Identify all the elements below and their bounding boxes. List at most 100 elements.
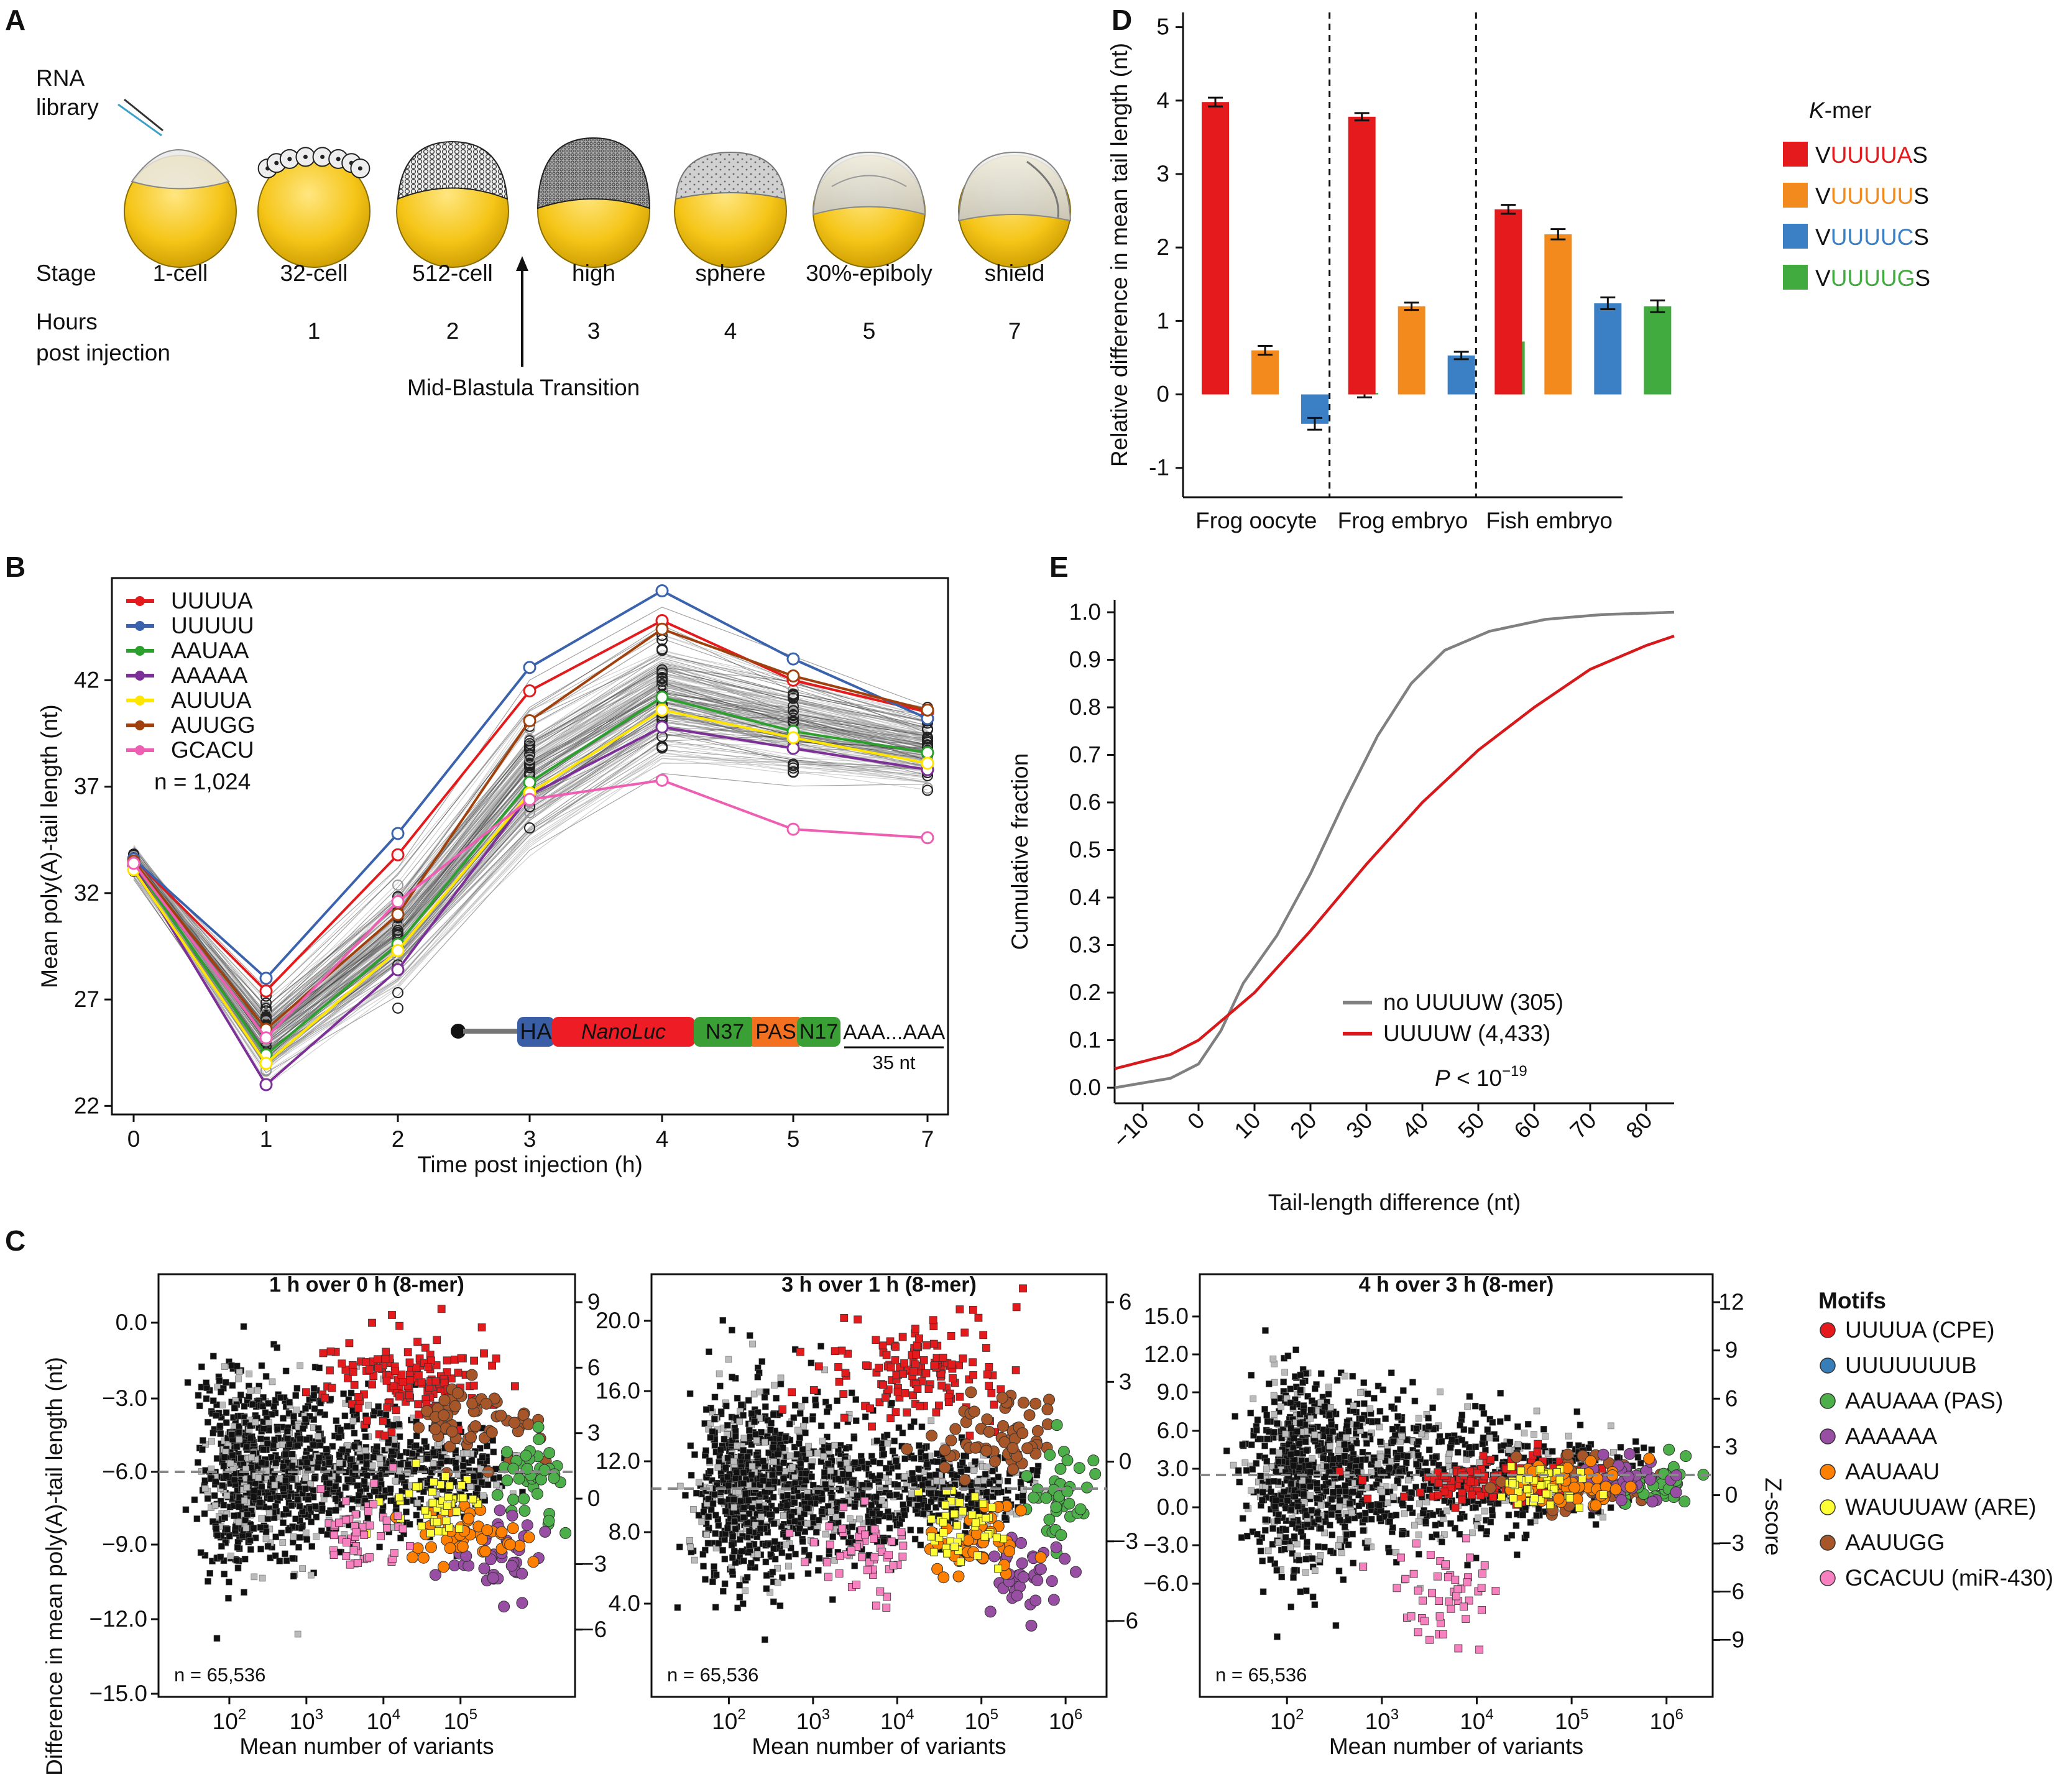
c-motif-point — [389, 1463, 397, 1472]
c-background-point — [817, 1422, 825, 1430]
c-background-point — [1565, 1432, 1572, 1440]
c-z-tick-label: −3 — [1112, 1528, 1138, 1554]
b-series-point — [523, 714, 536, 727]
c-motif-point — [868, 1422, 876, 1431]
c-background-point — [243, 1484, 251, 1491]
c-y-tick-label: 3.0 — [1157, 1456, 1189, 1481]
c-plot-title: 3 h over 1 h (8-mer) — [781, 1273, 977, 1297]
c-background-point — [748, 1471, 755, 1479]
c-background-point — [294, 1496, 302, 1503]
c-motif-point — [413, 1338, 422, 1346]
c-background-point — [284, 1435, 292, 1442]
c-motif-point — [866, 1404, 875, 1413]
c-background-point — [204, 1495, 211, 1502]
c-background-point — [1034, 1467, 1041, 1474]
c-motif-point — [1006, 1442, 1019, 1454]
c-background-point — [744, 1519, 751, 1526]
c-x-tick-label: 102 — [1270, 1706, 1304, 1734]
c-background-point — [717, 1446, 724, 1454]
c-motif-point — [778, 1405, 787, 1413]
c-background-point — [240, 1323, 247, 1330]
c-background-point — [801, 1510, 808, 1517]
c-motif-point — [457, 1481, 466, 1489]
c-background-point — [349, 1495, 356, 1503]
d-bar — [1447, 355, 1475, 395]
c-motif-point — [1048, 1594, 1060, 1606]
c-background-point — [288, 1502, 295, 1509]
e-y-tick-label: 0.4 — [1069, 884, 1101, 910]
b-legend-point — [135, 745, 145, 755]
c-background-point — [1360, 1379, 1368, 1386]
c-motif-point — [538, 1464, 551, 1476]
c-motif-point — [1011, 1366, 1020, 1374]
c-motif-point — [1021, 1442, 1034, 1454]
c-background-point — [724, 1525, 731, 1532]
c-background-point — [348, 1389, 355, 1397]
c-background-point — [835, 1446, 842, 1453]
c-motif-point — [417, 1551, 430, 1564]
b-series-point — [655, 584, 669, 598]
d-legend-label: VUUUUUS — [1815, 183, 1929, 209]
c-motif-point — [897, 1528, 906, 1537]
c-background-point — [785, 1563, 792, 1570]
c-motif-point — [937, 1381, 946, 1390]
c-background-point — [820, 1453, 827, 1460]
c-background-point — [293, 1407, 300, 1413]
c-motif-point — [406, 1376, 414, 1384]
panel-d-label: D — [1112, 4, 1132, 36]
c-background-point — [295, 1543, 302, 1551]
c-background-point — [326, 1459, 333, 1466]
c-background-point — [730, 1496, 738, 1503]
e-x-tick-label: 10 — [1230, 1108, 1266, 1144]
c-motif-point — [950, 1510, 959, 1518]
c-background-point — [234, 1544, 241, 1551]
c-motif-point — [900, 1359, 909, 1367]
c-plot-frame — [650, 1273, 1108, 1698]
c-y-tick-label: 4.0 — [609, 1591, 640, 1616]
c-motif-point — [837, 1346, 846, 1355]
c-motif-point — [373, 1355, 382, 1364]
c-y-tick-label: −6.0 — [102, 1459, 147, 1484]
c-background-point — [709, 1578, 716, 1586]
c-motif-point — [1034, 1551, 1047, 1564]
c-motif-point — [887, 1537, 896, 1546]
b-x-tick-label: 4 — [656, 1126, 669, 1152]
c-background-point — [219, 1482, 226, 1489]
c-background-point — [251, 1573, 258, 1581]
c-motif-point — [1016, 1427, 1029, 1440]
c-background-point — [282, 1506, 290, 1513]
c-background-point — [365, 1402, 372, 1409]
c-background-point — [752, 1564, 758, 1571]
c-motif-point — [329, 1551, 338, 1560]
c-motif-point — [852, 1581, 860, 1589]
c-motif-point — [352, 1528, 361, 1537]
c-background-point — [803, 1470, 810, 1477]
c-background-point — [235, 1428, 242, 1436]
c-background-point — [1325, 1384, 1332, 1390]
c-background-point — [769, 1568, 776, 1576]
panel-c-label: C — [5, 1224, 25, 1257]
c-background-point — [882, 1464, 890, 1472]
b-series-point — [655, 773, 669, 787]
c-background-point — [818, 1508, 826, 1515]
c-motif-point — [901, 1443, 913, 1455]
c-background-point — [361, 1477, 368, 1485]
c-motif-point — [889, 1561, 898, 1569]
c-background-point — [901, 1473, 908, 1480]
c-background-point — [907, 1527, 914, 1533]
c-background-point — [438, 1453, 444, 1460]
c-background-point — [711, 1491, 718, 1498]
c-motif-point — [543, 1515, 555, 1527]
c-background-point — [290, 1573, 297, 1580]
c-motif-point — [838, 1524, 847, 1533]
c-background-point — [258, 1459, 265, 1466]
c-motif-point — [480, 1397, 492, 1410]
c-motif-point — [351, 1510, 360, 1518]
c-background-point — [755, 1503, 763, 1510]
c-background-point — [809, 1416, 816, 1423]
c-background-point — [729, 1568, 736, 1575]
c-background-point — [729, 1374, 735, 1380]
c-background-point — [1001, 1514, 1008, 1521]
c-background-point — [246, 1371, 253, 1377]
c-motif-point — [412, 1459, 420, 1468]
